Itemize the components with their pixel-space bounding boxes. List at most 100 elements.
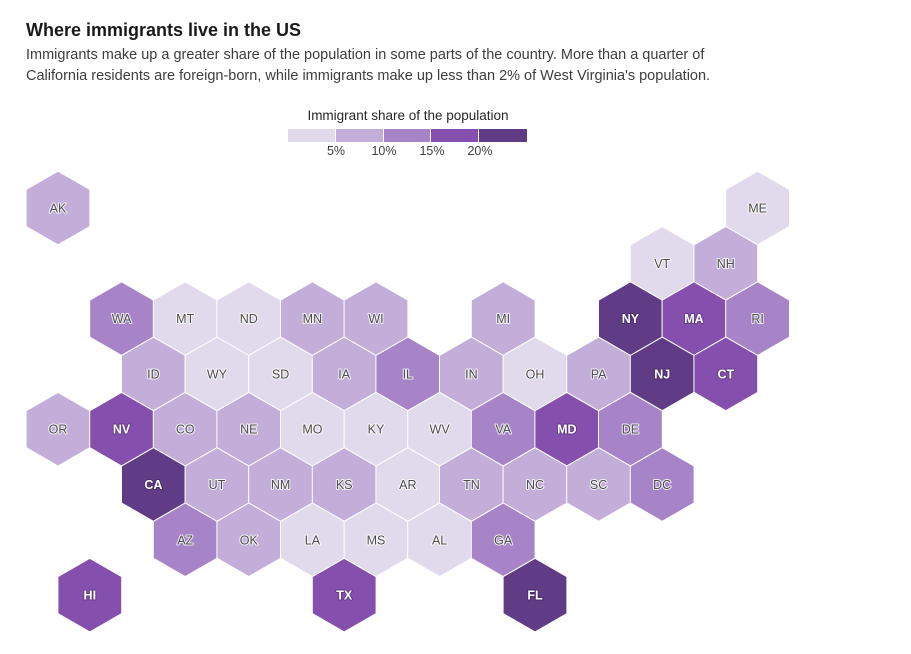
state-label-nc: NC bbox=[526, 478, 544, 492]
chart-title: Where immigrants live in the US bbox=[26, 20, 302, 40]
state-label-il: IL bbox=[403, 367, 413, 381]
state-label-mn: MN bbox=[303, 312, 322, 326]
state-hex-shape bbox=[629, 447, 695, 522]
state-hex-shape bbox=[502, 557, 568, 633]
state-hex-co[interactable]: CO bbox=[152, 391, 218, 467]
state-hex-ms[interactable]: MS bbox=[343, 502, 409, 578]
state-label-dc: DC bbox=[653, 478, 671, 492]
state-label-ct: CT bbox=[717, 367, 734, 381]
state-label-ne: NE bbox=[240, 423, 257, 437]
state-label-nd: ND bbox=[240, 312, 258, 326]
state-label-wv: WV bbox=[430, 423, 451, 437]
state-hex-me[interactable]: ME bbox=[725, 170, 790, 246]
state-label-sc: SC bbox=[590, 478, 607, 492]
state-hex-az[interactable]: AZ bbox=[152, 502, 218, 578]
state-label-tx: TX bbox=[336, 589, 353, 603]
state-hex-ny[interactable]: NY bbox=[598, 281, 663, 356]
state-label-va: VA bbox=[495, 423, 511, 437]
state-hex-or[interactable]: OR bbox=[25, 391, 91, 467]
state-label-ga: GA bbox=[494, 533, 513, 547]
legend-swatch-2 bbox=[335, 129, 383, 142]
state-label-wa: WA bbox=[112, 312, 132, 326]
state-hex-mn[interactable]: MN bbox=[280, 281, 345, 356]
chart-subtitle: Immigrants make up a greater share of th… bbox=[26, 47, 711, 84]
state-label-wy: WY bbox=[207, 367, 228, 381]
state-label-ms: MS bbox=[367, 533, 386, 547]
state-hex-ri[interactable]: RI bbox=[725, 281, 790, 356]
state-hex-fl[interactable]: FL bbox=[502, 557, 568, 633]
state-label-ks: KS bbox=[336, 478, 353, 492]
state-hex-nh[interactable]: NH bbox=[693, 225, 759, 301]
state-label-la: LA bbox=[305, 533, 321, 547]
state-label-me: ME bbox=[748, 202, 767, 216]
state-label-ca: CA bbox=[144, 478, 162, 492]
state-hex-ak[interactable]: AK bbox=[25, 170, 91, 246]
state-label-vt: VT bbox=[654, 257, 670, 271]
state-hex-shape bbox=[693, 336, 759, 412]
state-label-az: AZ bbox=[177, 533, 193, 547]
state-label-nh: NH bbox=[717, 257, 735, 271]
state-label-ri: RI bbox=[751, 312, 764, 326]
state-label-al: AL bbox=[432, 533, 447, 547]
state-hex-ne[interactable]: NE bbox=[216, 391, 282, 467]
state-hex-ct[interactable]: CT bbox=[693, 336, 759, 412]
legend-tick-label: 5% bbox=[326, 144, 346, 158]
state-hex-nj[interactable]: NJ bbox=[629, 336, 695, 412]
state-hex-ut[interactable]: UT bbox=[184, 447, 250, 522]
state-hex-hi[interactable]: HI bbox=[57, 557, 123, 633]
state-label-ny: NY bbox=[622, 312, 640, 326]
state-label-ok: OK bbox=[240, 533, 259, 547]
state-hex-sd[interactable]: SD bbox=[248, 336, 313, 412]
state-hex-al[interactable]: AL bbox=[407, 502, 472, 578]
state-label-hi: HI bbox=[84, 589, 97, 603]
state-label-fl: FL bbox=[527, 589, 543, 603]
legend-swatch-4 bbox=[431, 129, 479, 142]
state-label-ut: UT bbox=[209, 478, 226, 492]
state-label-ia: IA bbox=[338, 367, 350, 381]
state-label-mt: MT bbox=[176, 312, 194, 326]
state-label-pa: PA bbox=[591, 367, 607, 381]
state-hex-ks[interactable]: KS bbox=[311, 447, 377, 522]
state-hex-nv[interactable]: NV bbox=[89, 391, 154, 467]
legend-color-bar bbox=[288, 129, 528, 142]
state-hex-sc[interactable]: SC bbox=[566, 447, 631, 522]
state-label-co: CO bbox=[176, 423, 195, 437]
state-hex-de[interactable]: DE bbox=[598, 391, 663, 467]
state-hex-wa[interactable]: WA bbox=[89, 281, 154, 356]
state-label-or: OR bbox=[49, 423, 68, 437]
state-label-mi: MI bbox=[496, 312, 510, 326]
state-label-id: ID bbox=[147, 367, 160, 381]
state-hex-ky[interactable]: KY bbox=[343, 391, 409, 467]
state-label-in: IN bbox=[465, 367, 478, 381]
state-hex-ma[interactable]: MA bbox=[661, 281, 727, 356]
legend-title: Immigrant share of the population bbox=[307, 108, 509, 123]
state-label-nv: NV bbox=[113, 423, 131, 437]
state-label-nm: NM bbox=[271, 478, 290, 492]
legend-swatch-1 bbox=[288, 129, 335, 142]
state-hex-shape bbox=[311, 557, 377, 633]
state-hex-tx[interactable]: TX bbox=[311, 557, 377, 633]
state-hex-wi[interactable]: WI bbox=[343, 281, 409, 356]
state-hex-dc[interactable]: DC bbox=[629, 447, 695, 522]
state-hex-pa[interactable]: PA bbox=[566, 336, 631, 412]
legend-tick-label: 20% bbox=[467, 144, 493, 158]
legend-swatch-5 bbox=[479, 129, 527, 142]
state-label-sd: SD bbox=[272, 367, 289, 381]
state-hex-ia[interactable]: IA bbox=[311, 336, 377, 412]
state-label-ak: AK bbox=[50, 202, 67, 216]
state-hex-md[interactable]: MD bbox=[534, 391, 600, 467]
state-label-ma: MA bbox=[684, 312, 703, 326]
legend-tick-label: 15% bbox=[419, 144, 445, 158]
state-label-mo: MO bbox=[302, 423, 322, 437]
state-label-wi: WI bbox=[368, 312, 383, 326]
state-label-ar: AR bbox=[399, 478, 416, 492]
state-label-de: DE bbox=[622, 423, 639, 437]
legend-ticks: 5% 10% 15% 20% bbox=[288, 144, 528, 160]
state-label-ky: KY bbox=[368, 423, 385, 437]
state-label-oh: OH bbox=[526, 367, 545, 381]
legend-tick-label: 10% bbox=[371, 144, 397, 158]
legend-swatch-3 bbox=[383, 129, 431, 142]
state-label-nj: NJ bbox=[654, 367, 670, 381]
state-hex-shape bbox=[25, 170, 91, 246]
